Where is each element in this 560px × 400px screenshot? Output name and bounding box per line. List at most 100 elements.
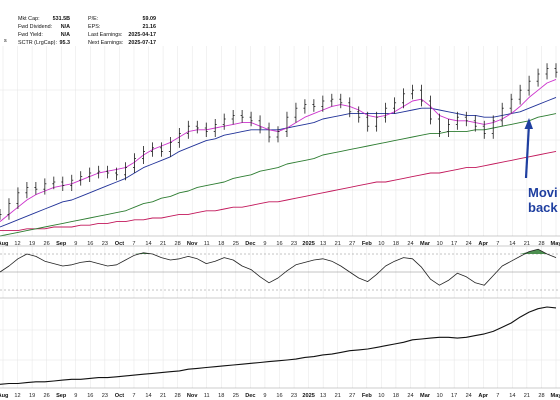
x-tick-label: 18 <box>393 393 399 399</box>
x-tick-label: 24 <box>466 393 472 399</box>
stat-value-mkt-cap: 531.5B <box>53 16 70 22</box>
x-tick-label: 16 <box>276 393 282 399</box>
x-tick-label: 19 <box>29 241 35 247</box>
x-tick-label: 2025 <box>302 393 314 399</box>
x-tick-label: 10 <box>436 241 442 247</box>
x-tick-label: 21 <box>524 393 530 399</box>
x-tick-label: Apr <box>478 393 488 399</box>
x-tick-label: 23 <box>102 241 108 247</box>
x-tick-label: 9 <box>74 393 77 399</box>
x-tick-label: 14 <box>145 241 151 247</box>
x-tick-label: 11 <box>204 393 210 399</box>
x-tick-label: 28 <box>175 241 181 247</box>
stat-label-mkt-cap: Mkt Cap: <box>18 16 40 22</box>
x-tick-label: 24 <box>407 241 413 247</box>
stat-label-next-earnings: Next Earnings: <box>88 40 123 46</box>
x-tick-label: Sep <box>56 241 67 247</box>
x-tick-label: 26 <box>44 241 50 247</box>
stat-label-sctr: SCTR (LrgCap): <box>18 40 57 46</box>
grid-lines <box>0 46 560 388</box>
x-tick-label: 16 <box>276 241 282 247</box>
stat-label-pe: P/E: <box>88 16 98 22</box>
x-tick-label: 13 <box>320 241 326 247</box>
x-tick-label: 21 <box>335 241 341 247</box>
x-tick-label: 16 <box>87 241 93 247</box>
x-tick-label: 11 <box>204 241 210 247</box>
x-tick-label: Oct <box>115 241 124 247</box>
x-tick-label: 18 <box>393 241 399 247</box>
x-tick-label: 24 <box>407 393 413 399</box>
x-tick-label: Feb <box>362 393 373 399</box>
oscillator-line <box>0 248 557 286</box>
x-tick-label: Aug <box>0 241 9 247</box>
series-ma-long <box>0 150 557 232</box>
x-tick-label: 18 <box>218 393 224 399</box>
x-tick-label: Feb <box>362 241 373 247</box>
stat-value-fwd-yield: N/A <box>61 32 70 38</box>
x-tick-label: 26 <box>44 393 50 399</box>
x-tick-label: Dec <box>245 241 255 247</box>
x-tick-label: 16 <box>87 393 93 399</box>
stat-label-fwd-dividend: Fwd Dividend: <box>18 24 52 30</box>
stat-value-fwd-dividend: N/A <box>61 24 70 30</box>
x-tick-label: May <box>551 393 560 399</box>
x-tick-label: 7 <box>132 393 135 399</box>
annotation-text-line2: back <box>528 200 558 215</box>
x-tick-label: May <box>551 241 560 247</box>
x-tick-label: 23 <box>102 393 108 399</box>
x-tick-label: Nov <box>187 241 198 247</box>
x-tick-label: 23 <box>291 241 297 247</box>
relative-strength-line <box>0 306 557 385</box>
x-tick-label: 14 <box>145 393 151 399</box>
x-tick-label: 9 <box>263 393 266 399</box>
x-tick-label: Sep <box>56 393 67 399</box>
x-tick-label: 9 <box>263 241 266 247</box>
x-tick-label: 25 <box>233 241 239 247</box>
annotation-arrow-head <box>524 118 533 129</box>
stat-value-eps: 21.16 <box>143 24 157 30</box>
stat-label-eps: EPS: <box>88 24 100 30</box>
x-tick-label: 25 <box>233 393 239 399</box>
x-tick-label: 27 <box>349 393 355 399</box>
x-tick-label: 10 <box>378 393 384 399</box>
annotation: Movi back <box>524 118 558 215</box>
stats-edge-text: s <box>4 38 7 44</box>
x-tick-label: 7 <box>496 393 499 399</box>
x-tick-label: Mar <box>420 393 431 399</box>
annotation-arrow-shaft <box>524 123 531 179</box>
x-tick-label: Dec <box>245 393 255 399</box>
x-tick-label: 7 <box>496 241 499 247</box>
x-tick-label: 12 <box>14 241 20 247</box>
x-tick-label: 21 <box>335 393 341 399</box>
stat-value-next-earnings: 2025-07-17 <box>128 40 156 46</box>
x-tick-label: 2025 <box>302 241 314 247</box>
x-tick-label: 21 <box>160 393 166 399</box>
x-tick-label: 19 <box>29 393 35 399</box>
x-tick-label: 17 <box>451 393 457 399</box>
x-tick-label: 17 <box>451 241 457 247</box>
x-tick-label: 12 <box>14 393 20 399</box>
stat-label-fwd-yield: Fwd Yield: <box>18 32 43 38</box>
series-ma-slow <box>0 113 557 237</box>
x-tick-label: 10 <box>378 241 384 247</box>
x-tick-label: 14 <box>509 393 515 399</box>
stat-value-pe: 59.09 <box>143 16 157 22</box>
x-tick-label: 27 <box>349 241 355 247</box>
x-tick-label: 14 <box>509 241 515 247</box>
x-tick-label: 21 <box>524 241 530 247</box>
annotation-text-line1: Movi <box>528 185 558 200</box>
x-tick-label: 10 <box>436 393 442 399</box>
stats-header: s Mkt Cap: 531.5B Fwd Dividend: N/A Fwd … <box>4 16 156 46</box>
x-tick-label: Nov <box>187 393 198 399</box>
x-tick-label: 7 <box>132 241 135 247</box>
x-tick-label: Aug <box>0 393 9 399</box>
x-tick-label: 28 <box>538 393 544 399</box>
oscillator-panel <box>0 248 560 291</box>
x-tick-label: Oct <box>115 393 124 399</box>
stat-label-last-earnings: Last Earnings: <box>88 32 122 38</box>
x-tick-label: 21 <box>160 241 166 247</box>
x-tick-label: 23 <box>291 393 297 399</box>
stat-value-sctr: 95.3 <box>60 40 71 46</box>
price-panel <box>0 63 558 237</box>
